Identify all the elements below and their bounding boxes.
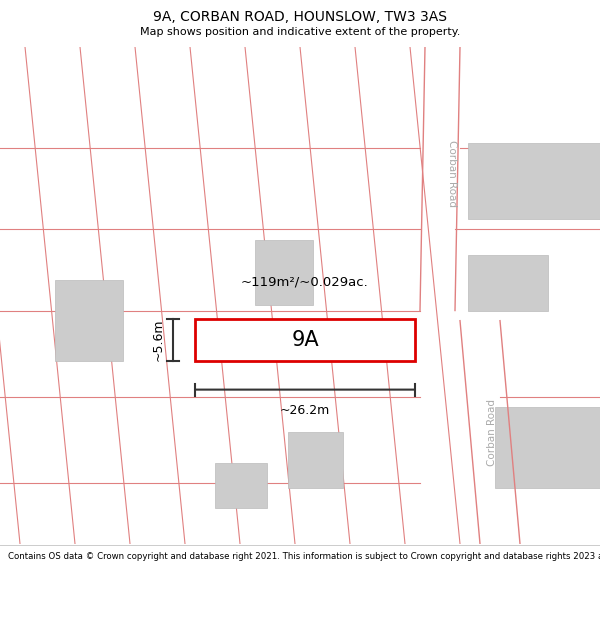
Bar <box>468 143 600 219</box>
Text: ~119m²/~0.029ac.: ~119m²/~0.029ac. <box>241 276 369 289</box>
Text: 9A: 9A <box>291 330 319 350</box>
Bar <box>495 407 600 488</box>
Bar <box>55 280 123 361</box>
Text: Corban Road: Corban Road <box>487 399 497 466</box>
Text: 9A, CORBAN ROAD, HOUNSLOW, TW3 3AS: 9A, CORBAN ROAD, HOUNSLOW, TW3 3AS <box>153 10 447 24</box>
Text: ~5.6m: ~5.6m <box>152 319 165 361</box>
Bar <box>288 432 343 488</box>
Text: Corban Road: Corban Road <box>447 140 457 207</box>
Bar <box>215 462 267 508</box>
Text: Contains OS data © Crown copyright and database right 2021. This information is : Contains OS data © Crown copyright and d… <box>8 552 600 561</box>
Text: Map shows position and indicative extent of the property.: Map shows position and indicative extent… <box>140 26 460 36</box>
Bar <box>255 239 313 306</box>
Text: ~26.2m: ~26.2m <box>280 404 330 417</box>
Bar <box>195 319 415 361</box>
Bar <box>468 255 548 311</box>
